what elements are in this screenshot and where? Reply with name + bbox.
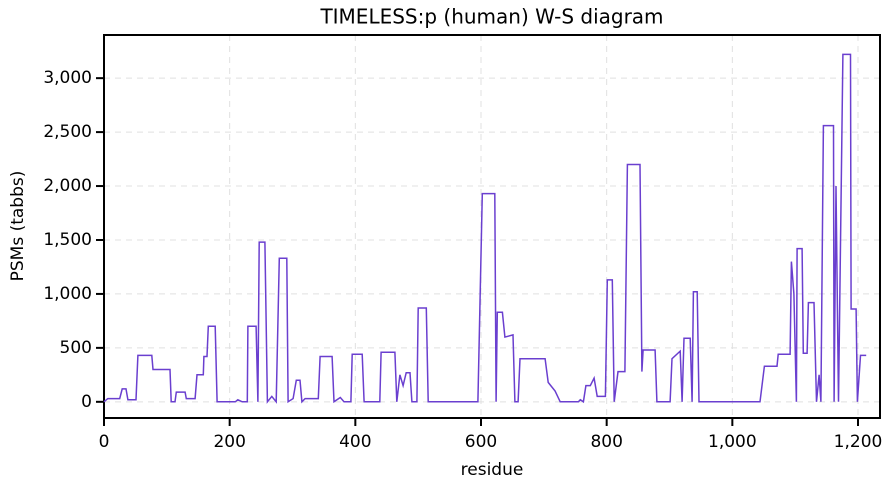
chart-title: TIMELESS:p (human) W-S diagram (319, 5, 663, 29)
y-tick-label: 2,000 (43, 176, 92, 196)
y-axis-label: PSMs (tabbs) (8, 171, 28, 282)
y-tick-label: 500 (60, 338, 92, 358)
x-tick-label: 400 (339, 432, 371, 452)
x-tick-label: 600 (465, 432, 497, 452)
x-tick-label: 800 (590, 432, 622, 452)
x-tick-label: 0 (99, 432, 110, 452)
x-tick-label: 1,000 (708, 432, 757, 452)
x-tick-label: 200 (213, 432, 245, 452)
data-line (103, 53, 867, 404)
x-axis-label: residue (461, 460, 524, 480)
y-tick-label: 0 (81, 392, 92, 412)
y-tick-label: 1,500 (43, 230, 92, 250)
y-tick-label: 1,000 (43, 284, 92, 304)
y-tick-label: 2,500 (43, 122, 92, 142)
plot-frame (103, 34, 881, 419)
y-tick-label: 3,000 (43, 68, 92, 88)
x-tick-label: 1,200 (834, 432, 883, 452)
